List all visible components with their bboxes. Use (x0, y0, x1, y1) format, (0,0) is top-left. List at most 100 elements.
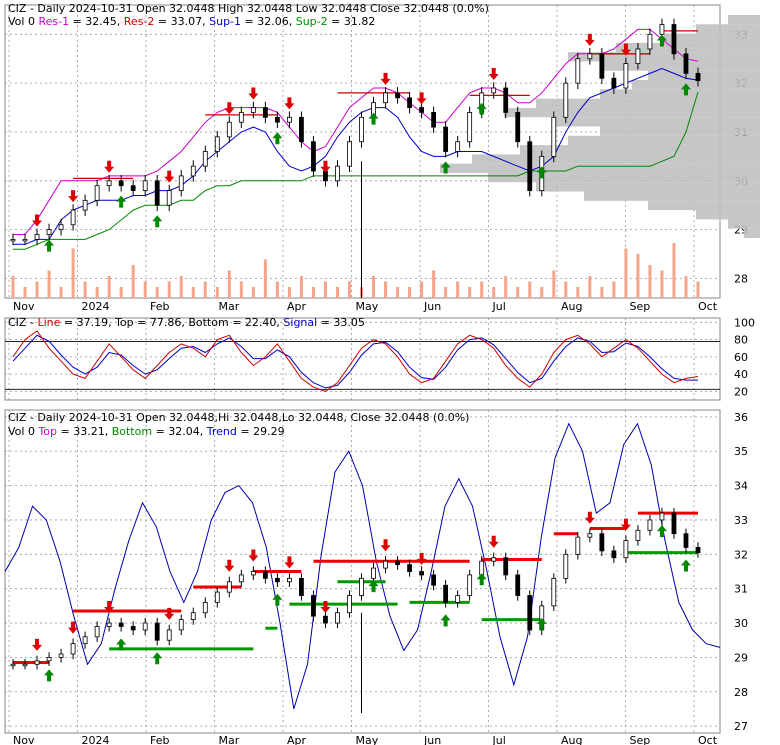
price-x-label: Jul (492, 300, 506, 313)
buy-arrow-icon (272, 132, 283, 145)
volume-profile-bar (648, 70, 760, 81)
volume-bar (684, 276, 688, 298)
trend-price-body (611, 550, 617, 559)
stoch-tick-label: 80 (734, 334, 748, 347)
volume-bar (636, 254, 640, 298)
price-bar-body (431, 112, 437, 128)
price-bar-body (575, 58, 581, 84)
price-x-label: Oct (698, 300, 718, 313)
price-tick-label: 28 (734, 272, 748, 285)
trend-price-body (323, 615, 328, 624)
volume-bar (263, 259, 267, 298)
stoch-tick-label: 60 (734, 351, 748, 364)
volume-profile-bar (728, 15, 760, 25)
res1-line (13, 28, 699, 235)
volume-bar (131, 265, 135, 298)
price-bar-body (46, 229, 52, 235)
volume-profile-bar (696, 24, 760, 34)
volume-profile-bar (488, 172, 760, 183)
trend-x-label: Feb (150, 734, 169, 745)
volume-profile-bar (600, 126, 760, 136)
price-bar-body (214, 136, 220, 152)
price-legend-part: Vol 0 (8, 15, 38, 28)
stoch-legend-part: = 77.86, (134, 316, 189, 329)
price-bar-body (635, 48, 641, 65)
price-bar-body (407, 97, 412, 108)
trend-x-label: May (356, 734, 379, 745)
buy-arrow-icon (152, 215, 163, 228)
trend-price-body (551, 577, 557, 607)
volume-bar (143, 281, 147, 298)
stoch-tick-label: 20 (734, 385, 748, 398)
trend-legend-part: Trend (206, 425, 237, 438)
volume-bar (564, 281, 568, 298)
price-legend: Vol 0 Res-1 = 32.45, Res-2 = 33.07, Sup-… (8, 15, 375, 28)
price-bar-body (443, 126, 449, 152)
price-legend-part: = 32.06, (241, 15, 296, 28)
trend-price-body (659, 512, 665, 521)
trend-price-body (274, 577, 280, 583)
volume-bar (456, 281, 460, 298)
volume-profile-bar (568, 135, 760, 146)
price-bar-body (551, 116, 557, 157)
price-bar-body (671, 24, 677, 55)
trend-tick-label: 30 (734, 617, 748, 630)
trend-legend-part: Vol 0 (8, 425, 38, 438)
trend-x-label: Apr (287, 734, 307, 745)
volume-bar (47, 270, 51, 298)
trend-x-label: Jul (492, 734, 506, 745)
price-bar-body (695, 72, 701, 82)
stoch-legend-part: Line (37, 316, 60, 329)
volume-bar (311, 287, 315, 298)
volume-bar (696, 281, 700, 298)
trend-price-body (503, 557, 509, 576)
trend-price-body (695, 547, 701, 554)
volume-bar (660, 270, 664, 298)
trend-buy-arrow-icon (656, 525, 667, 538)
trend-price-body (563, 553, 569, 579)
trend-buy-arrow-icon (368, 580, 379, 593)
volume-bar (215, 287, 219, 298)
trend-sell-arrow-icon (164, 607, 175, 620)
volume-bar (396, 287, 400, 298)
volume-profile-bar (632, 80, 760, 90)
price-bar-body (34, 234, 40, 240)
volume-bar (191, 287, 195, 298)
volume-bar (516, 287, 520, 298)
trend-tick-label: 31 (734, 583, 748, 596)
price-legend-part: Res-2 (124, 15, 155, 28)
volume-bar (672, 243, 676, 298)
trend-legend-part: Bottom (112, 425, 152, 438)
price-bar-body (491, 87, 497, 94)
trend-price-body (431, 574, 437, 586)
volume-bar (59, 287, 63, 298)
price-bar-body (599, 53, 605, 79)
price-bar-body (226, 121, 232, 138)
trend-tick-label: 36 (734, 411, 748, 424)
sell-arrow-icon (284, 97, 295, 110)
trend-buy-arrow-icon (536, 617, 547, 630)
trend-tick-label: 33 (734, 514, 748, 527)
stoch-legend-part: = 33.05 (317, 316, 365, 329)
volume-profile-bar (584, 191, 760, 201)
trend-price-body (455, 595, 461, 603)
trend-price-body (527, 595, 533, 631)
stoch-legend-part: Bottom (188, 316, 228, 329)
trend-sell-arrow-icon (320, 601, 331, 614)
price-x-label: May (356, 300, 379, 313)
trend-price-body (587, 533, 593, 538)
volume-bar (299, 276, 303, 298)
price-bar-body (419, 107, 424, 113)
volume-profile-bar (648, 200, 760, 211)
volume-bar (372, 276, 376, 298)
volume-bar (167, 281, 171, 298)
trend-price-body (347, 595, 352, 614)
trend-price-body (491, 557, 497, 562)
trend-sell-arrow-icon (284, 556, 295, 569)
volume-bar (275, 281, 279, 298)
trend-price-body (299, 577, 304, 596)
buy-arrow-icon (116, 195, 127, 208)
trend-price-body (82, 636, 88, 645)
price-bar-body (166, 190, 172, 206)
trend-price-body (250, 571, 256, 576)
